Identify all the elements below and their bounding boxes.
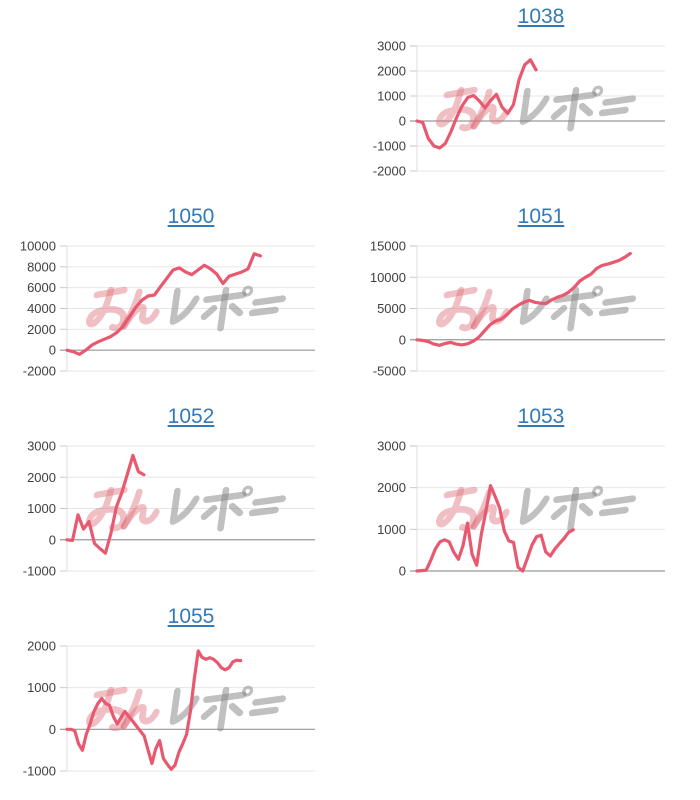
chart-card-1053: 1053 3000 2000 1000 0 [354,404,694,596]
chart-cell-1055: 1055 2000 1000 0 -1000 [0,600,350,800]
chart-link-1051[interactable]: 1051 [517,205,565,228]
y-tick-label: 2000 [377,480,406,495]
y-tick-label: 5000 [377,301,406,316]
y-axis-labels: 10000 8000 6000 4000 2000 0 -2000 [20,239,56,379]
series-line [415,251,632,347]
y-tick-label: 3000 [377,439,406,454]
chart-cell-1051: 1051 15000 10000 5000 0 -5000 [350,200,700,400]
chart-title: 1053 [417,404,665,430]
chart-card-1055: 1055 2000 1000 0 -1000 [4,604,344,796]
y-tick-label: 1000 [27,501,56,516]
y-tick-label: 6000 [27,280,56,295]
chart-svg-1038: 3000 2000 1000 0 -1000 -2000 [373,39,665,179]
y-tick-label: 2000 [27,470,56,485]
chart-link-1052[interactable]: 1052 [167,405,215,428]
y-tick-label: 3000 [377,39,406,54]
series-line [65,252,262,356]
chart-link-1050[interactable]: 1050 [167,205,215,228]
chart-link-1038[interactable]: 1038 [517,5,565,28]
chart-title: 1055 [67,604,315,630]
gridlines [410,45,665,172]
chart-svg-1052: 3000 2000 1000 0 -1000 [23,439,315,579]
y-axis-labels: 15000 10000 5000 0 -5000 [370,239,406,379]
chart-link-1055[interactable]: 1055 [167,605,215,628]
chart-link-1053[interactable]: 1053 [517,405,565,428]
chart-cell-1050: 1050 10000 8000 6000 4000 2000 0 -2000 [0,200,350,400]
y-tick-label: 2000 [27,639,56,654]
y-tick-label: 2000 [27,322,56,337]
chart-card-1052: 1052 3000 2000 1000 0 -1000 [4,404,344,596]
chart-title: 1052 [67,404,315,430]
y-tick-label: 1000 [27,680,56,695]
chart-card-1038: 1038 3000 2000 1000 0 -1000 -2000 [354,4,694,196]
gridlines [60,445,315,572]
chart-svg-1051: 15000 10000 5000 0 -5000 [370,239,665,379]
y-tick-label: -1000 [373,139,406,154]
minrepo-watermark-icon [86,685,287,732]
y-tick-label: -2000 [23,364,56,379]
chart-svg-1055: 2000 1000 0 -1000 [23,639,315,779]
minrepo-watermark-icon [436,285,637,332]
y-tick-label: 1000 [377,89,406,104]
y-tick-label: 0 [49,532,56,547]
series-line [65,453,146,555]
y-tick-label: 15000 [370,239,406,254]
chart-svg-1053: 3000 2000 1000 0 [377,439,665,579]
y-tick-label: 0 [49,722,56,737]
y-axis-labels: 3000 2000 1000 0 -1000 [23,439,56,579]
y-axis-labels: 2000 1000 0 -1000 [23,639,56,779]
y-tick-label: 10000 [370,270,406,285]
chart-title: 1050 [67,204,315,230]
y-tick-label: -2000 [373,164,406,179]
y-tick-label: 0 [399,332,406,347]
gridlines [410,445,665,572]
y-tick-label: -1000 [23,764,56,779]
chart-cell-1038: 1038 3000 2000 1000 0 -1000 -2000 [350,0,700,200]
chart-card-1050: 1050 10000 8000 6000 4000 2000 0 -2000 [4,204,344,396]
y-tick-label: 10000 [20,239,56,254]
y-tick-label: 8000 [27,259,56,274]
y-tick-label: -5000 [373,364,406,379]
chart-svg-1050: 10000 8000 6000 4000 2000 0 -2000 [20,239,315,379]
chart-card-1051: 1051 15000 10000 5000 0 -5000 [354,204,694,396]
series-line [65,649,243,771]
chart-title: 1051 [417,204,665,230]
y-tick-label: 0 [49,343,56,358]
y-tick-label: 1000 [377,522,406,537]
minrepo-watermark-icon [86,285,287,332]
y-tick-label: 4000 [27,301,56,316]
y-tick-label: -1000 [23,564,56,579]
series-line [415,58,538,150]
y-axis-labels: 3000 2000 1000 0 -1000 -2000 [373,39,406,179]
y-tick-label: 0 [399,564,406,579]
empty-cell [350,600,700,800]
chart-cell-1052: 1052 3000 2000 1000 0 -1000 [0,400,350,600]
chart-cell-1053: 1053 3000 2000 1000 0 [350,400,700,600]
minrepo-watermark-icon [436,85,637,132]
y-axis-labels: 3000 2000 1000 0 [377,439,406,579]
minrepo-watermark-icon [86,485,287,532]
series-line [415,483,575,573]
empty-cell [0,0,350,200]
y-tick-label: 3000 [27,439,56,454]
y-tick-label: 2000 [377,64,406,79]
chart-title: 1038 [417,4,665,30]
y-tick-label: 0 [399,114,406,129]
